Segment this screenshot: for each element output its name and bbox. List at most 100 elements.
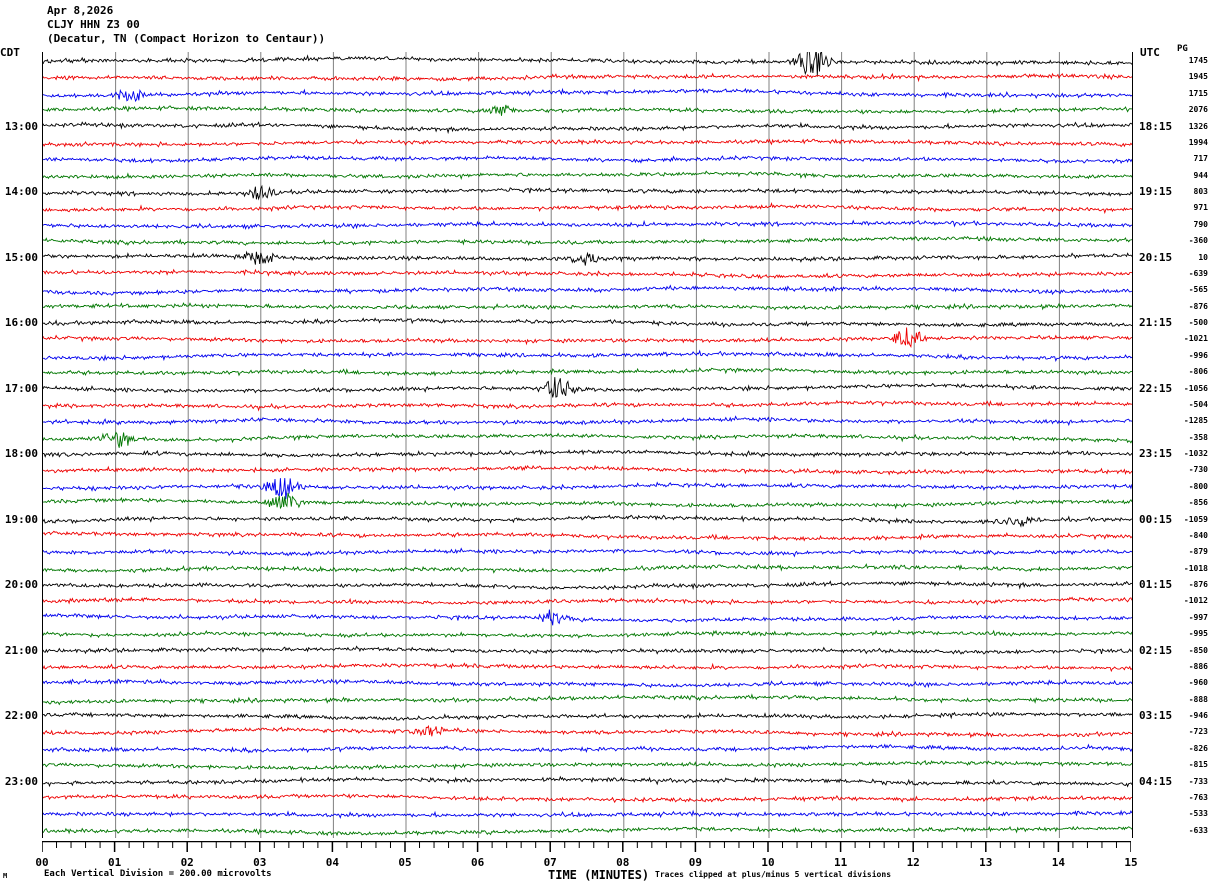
seismic-trace — [43, 580, 1132, 591]
peak-value: -1021 — [1183, 334, 1208, 344]
x-tick-label: 09 — [688, 856, 703, 869]
x-tick-label: 15 — [1124, 856, 1138, 869]
peak-value: -946 — [1188, 711, 1208, 720]
left-timezone-label: CDT — [0, 46, 20, 59]
pg-column-header: PG — [1177, 44, 1188, 54]
seismic-trace — [43, 530, 1132, 542]
seismic-trace — [43, 464, 1132, 476]
left-hour-label: 21:00 — [4, 643, 38, 657]
seismic-trace — [43, 302, 1132, 311]
peak-value: -360 — [1188, 236, 1208, 246]
peak-value: -876 — [1188, 580, 1208, 589]
seismic-trace — [43, 809, 1132, 819]
seismic-trace — [43, 449, 1132, 459]
seismic-trace — [43, 87, 1132, 103]
peak-value: -533 — [1188, 809, 1208, 819]
clip-note: Traces clipped at plus/minus 5 vertical … — [655, 870, 892, 879]
peak-value: -730 — [1188, 465, 1208, 475]
seismic-trace — [43, 184, 1132, 201]
x-tick-label: 11 — [833, 856, 848, 869]
x-tick-label: 01 — [107, 856, 122, 869]
right-hour-label: 18:15 — [1139, 119, 1173, 133]
right-hour-label: 00:15 — [1139, 512, 1173, 526]
peak-value: -1032 — [1183, 449, 1208, 458]
x-tick-label: 02 — [180, 856, 194, 869]
seismic-trace — [43, 72, 1132, 83]
right-hour-label: 02:15 — [1139, 643, 1173, 657]
seismic-trace — [43, 662, 1132, 673]
right-hour-label: 01:15 — [1139, 578, 1173, 591]
left-hour-label: 20:00 — [4, 578, 38, 591]
peak-value: -633 — [1188, 825, 1208, 835]
peak-value: -639 — [1188, 268, 1208, 278]
seismic-trace — [43, 693, 1132, 706]
peak-value: -815 — [1188, 760, 1208, 770]
peak-value: 1326 — [1188, 121, 1208, 131]
seismic-trace — [43, 235, 1132, 247]
right-hour-label: 22:15 — [1139, 381, 1173, 395]
x-axis-title: TIME (MINUTES) — [548, 868, 650, 882]
peak-value: -997 — [1188, 612, 1208, 622]
left-hour-label: 14:00 — [4, 185, 38, 198]
peak-value: -1059 — [1183, 514, 1208, 524]
seismic-trace — [43, 317, 1132, 328]
peak-value: -500 — [1188, 318, 1208, 327]
scale-note: Each Vertical Division = 200.00 microvol… — [44, 869, 272, 879]
seismic-trace — [43, 349, 1132, 363]
right-hour-label: 03:15 — [1139, 709, 1173, 722]
seismic-trace — [43, 367, 1132, 377]
left-hour-label: 23:00 — [4, 774, 38, 788]
x-tick-label: 03 — [253, 856, 267, 869]
seismic-trace — [43, 492, 1132, 510]
x-tick-label: 13 — [979, 856, 993, 869]
peak-value: 1945 — [1188, 72, 1208, 82]
seismic-trace — [43, 377, 1132, 398]
peak-value: -800 — [1188, 481, 1208, 491]
peak-value: 971 — [1193, 203, 1208, 213]
seismic-trace — [43, 514, 1132, 528]
x-tick-label: 00 — [35, 856, 49, 869]
seismic-trace — [43, 415, 1132, 427]
seismic-trace — [43, 121, 1132, 135]
peak-value: -565 — [1188, 285, 1208, 295]
right-hour-label: 04:15 — [1139, 774, 1173, 788]
x-axis-ticks — [41, 838, 1132, 857]
seismic-trace — [43, 711, 1132, 721]
left-hour-label: 18:00 — [4, 447, 38, 460]
peak-value: -1018 — [1183, 563, 1208, 573]
peak-value: -763 — [1188, 792, 1208, 802]
seismic-trace — [43, 793, 1132, 804]
peak-value: -995 — [1188, 629, 1208, 639]
x-tick-label: 06 — [470, 856, 485, 869]
peak-value: 2076 — [1188, 105, 1208, 115]
seismic-trace — [43, 250, 1132, 266]
helicorder-plot[interactable] — [42, 52, 1133, 838]
x-tick-label: 14 — [1051, 856, 1066, 869]
peak-value: -960 — [1188, 678, 1208, 688]
peak-value: -1285 — [1183, 416, 1208, 426]
peak-value: -879 — [1188, 547, 1208, 557]
peak-value: -723 — [1188, 727, 1208, 737]
right-hour-label: 23:15 — [1139, 447, 1173, 460]
peak-value: 790 — [1193, 219, 1208, 229]
peak-value: -888 — [1188, 694, 1208, 704]
seismic-trace — [43, 724, 1132, 739]
seismic-trace — [43, 219, 1132, 230]
right-timezone-label: UTC — [1140, 46, 1160, 59]
seismic-trace — [43, 170, 1132, 180]
peak-value: -1012 — [1183, 596, 1208, 606]
header-location: (Decatur, TN (Compact Horizon to Centaur… — [47, 32, 326, 45]
seismic-trace — [43, 645, 1132, 655]
left-hour-label: 19:00 — [4, 512, 38, 526]
x-tick-label: 04 — [325, 856, 340, 869]
peak-value: -876 — [1188, 301, 1208, 311]
seismic-trace — [43, 327, 1132, 348]
x-tick-label: 08 — [616, 856, 630, 869]
peak-value: 1994 — [1188, 137, 1208, 147]
peak-value: -733 — [1188, 776, 1208, 786]
left-hour-label: 22:00 — [4, 709, 38, 722]
x-tick-label: 10 — [761, 856, 775, 869]
x-tick-label: 07 — [543, 856, 557, 869]
seismic-trace — [43, 478, 1132, 500]
seismic-trace — [43, 759, 1132, 771]
